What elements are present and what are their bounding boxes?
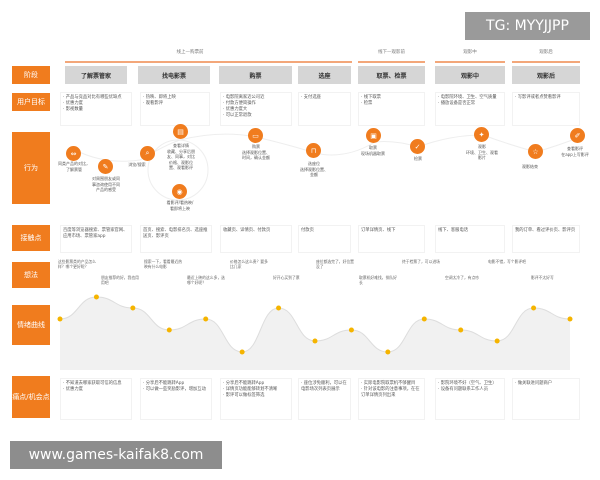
compare-icon: ⇔	[66, 146, 81, 161]
emotion-area	[60, 297, 570, 370]
thought: 搜索一下，看看最近热映有什么电影	[144, 259, 182, 269]
pencil-icon: ✎	[98, 159, 113, 174]
emotion-point	[348, 327, 354, 333]
goal-cell: · 热映、即将上映 · 观看影评	[140, 92, 210, 126]
stage-2: 找电影票	[138, 66, 210, 84]
pain-cell: · 做关联进问题商户	[512, 378, 580, 420]
phase-line	[435, 61, 505, 63]
touchpoint-cell: 首页、搜索、电影排名页、选座推送页、影评页	[140, 225, 212, 253]
thought: 座位都选完了，好位置没了	[316, 259, 354, 269]
emotion-point	[239, 349, 245, 355]
thought: 空调太冷了，有点吵	[445, 275, 480, 280]
thought: 影评不太好写	[531, 275, 554, 280]
check-icon: ✓	[410, 139, 425, 154]
phase-line	[65, 61, 352, 63]
row-label-touchpoint: 接触点	[12, 225, 50, 251]
emotion-point	[567, 316, 573, 322]
emotion-point	[421, 316, 427, 322]
behavior-text: 检票	[414, 156, 422, 161]
film-icon: ✦	[474, 127, 489, 142]
ticket-icon: ▭	[248, 128, 263, 143]
behavior-text: 选座位 选择观影位置、 金额	[300, 161, 328, 177]
row-label-pain: 痛点/机会点	[12, 376, 50, 418]
goal-cell: · 支付选座	[298, 92, 351, 126]
behavior-text: 同类产品的对比， 了解票管	[58, 161, 90, 172]
behavior-text: 观影结束	[522, 164, 538, 169]
phase-label: 线上—购票前	[176, 50, 204, 55]
touchpoint-cell: 订单详情页、线下	[358, 225, 425, 253]
emotion-point	[130, 305, 136, 311]
behavior-text: 查看影评 在app上写影评	[561, 146, 589, 157]
pain-cell: · 实际电影院取票机不够醒目 · 针对该电影的注意事项，在在订单详情页列出来	[358, 378, 425, 420]
emotion-point	[312, 338, 318, 344]
phase-label: 线下—观影前	[378, 50, 405, 55]
goal-cell: · 电影院环境、卫生、空气质量 · 播放设备是否正常	[435, 92, 505, 126]
emotion-point	[57, 316, 63, 322]
thought: 取票机好难找，排队好长	[359, 275, 397, 285]
seat-icon: ⊓	[306, 143, 321, 158]
stage-3: 购票	[219, 66, 292, 84]
thought: 电影不错，写个影评吧	[488, 259, 526, 264]
row-label-thought: 想法	[12, 262, 50, 288]
emotion-curve	[57, 294, 573, 370]
stage-1: 了解票管家	[65, 66, 127, 84]
document-icon: ▤	[173, 124, 188, 139]
thought: 这些影票类的产品怎么样？哪个更好呢？	[58, 259, 96, 269]
phase-label: 观影中	[463, 50, 477, 55]
pain-cell: · 影院环境不好（空气、卫生） · 设备有问题联系工作人员	[435, 378, 505, 420]
behavior-connector	[74, 133, 581, 201]
thought: 朋友推荐的好，我也用用吧	[101, 275, 139, 285]
star-icon: ☆	[528, 144, 543, 159]
goal-cell: · 产品与竞品对比有哪些优缺点 · 优惠力度 · 影视数量	[60, 92, 132, 126]
touchpoint-cell: 我的订单、看过评价页、影评页	[512, 225, 580, 253]
behavior-text: 看影评/看热映/ 看即将上映	[166, 200, 194, 211]
emotion-point	[494, 338, 500, 344]
behavior-text: 查看详情 收藏、分享后朋 友、同事，对比 价格、观影位 置、观看影评	[167, 143, 195, 170]
emotion-point	[203, 316, 209, 322]
stage-4: 选座	[298, 66, 351, 84]
thought: 终于检票了，可以进场	[402, 259, 440, 264]
behavior-text: 对周围朋友或同 事咨询使用不同 产品的感受	[92, 176, 120, 192]
behavior-text: 取票 现场机器取票	[361, 145, 385, 156]
goal-cell: · 电影院离家近公司近 · 付款方便简操作 · 优惠力度大 · 可以正常退款	[220, 92, 292, 126]
stage-6: 观影中	[435, 66, 505, 84]
touchpoint-cell: 付款页	[298, 225, 351, 253]
touchpoint-cell: 百度等浏览器搜索、票管家官网、应用市场、票管家app	[60, 225, 132, 253]
goal-cell: · 线下取票 · 检票	[358, 92, 425, 126]
watermark-top: TG: MYYJJPP	[465, 12, 590, 40]
emotion-point	[385, 349, 391, 355]
behavior-text: 浏览/搜索	[128, 162, 146, 167]
touchpoint-cell: 收藏页、详情页、付款页	[220, 225, 292, 253]
box-icon: ▣	[366, 128, 381, 143]
behavior-text: 观影 环境、卫生、观看 影片	[466, 144, 498, 160]
thought: 最近上映的这么多，选哪个好呢？	[187, 275, 225, 285]
pain-cell: · 不知道去哪家获取可信的信息 · 优惠力度	[60, 378, 132, 420]
emotion-point	[531, 305, 537, 311]
goal-cell: · 写影评或者点赞看影评	[512, 92, 580, 126]
pain-cell: · 分享后不能跳转App · 可以做一些奖励影评，增加互动	[140, 378, 212, 420]
row-label-behavior: 行为	[12, 132, 50, 204]
thought: 价格怎么这么贵？要多比几家	[230, 259, 268, 269]
phase-line	[512, 61, 580, 63]
row-label-emotion: 情绪曲线	[12, 305, 50, 345]
phase-label: 观影后	[539, 50, 553, 55]
phase-line	[358, 61, 425, 63]
touchpoint-cell: 线下、客服电话	[435, 225, 505, 253]
emotion-point	[458, 327, 464, 333]
watermark-bottom: www.games-kaifak8.com	[10, 441, 222, 469]
search-icon: ⌕	[140, 146, 155, 161]
stage-7: 观影后	[512, 66, 580, 84]
eye-icon: ◉	[172, 184, 187, 199]
thought: 好开心买到了票	[273, 275, 300, 280]
emotion-point	[276, 305, 282, 311]
behavior-text: 购票 选择观影位置、 时间，确认金额	[242, 144, 270, 160]
stage-5: 取票、检票	[358, 66, 425, 84]
edit-icon: ✐	[570, 128, 585, 143]
row-label-goal: 用户目标	[12, 93, 50, 111]
emotion-point	[93, 294, 99, 300]
emotion-point	[166, 327, 172, 333]
pain-cell: · 分享后不能跳转App · 详情页功能能够转划不清晰 · 影评可以做标签筛选	[220, 378, 292, 420]
row-label-stage: 阶段	[12, 66, 50, 84]
pain-cell: · 座位涉免顺利，可以在电影场次列表页展示	[298, 378, 351, 420]
